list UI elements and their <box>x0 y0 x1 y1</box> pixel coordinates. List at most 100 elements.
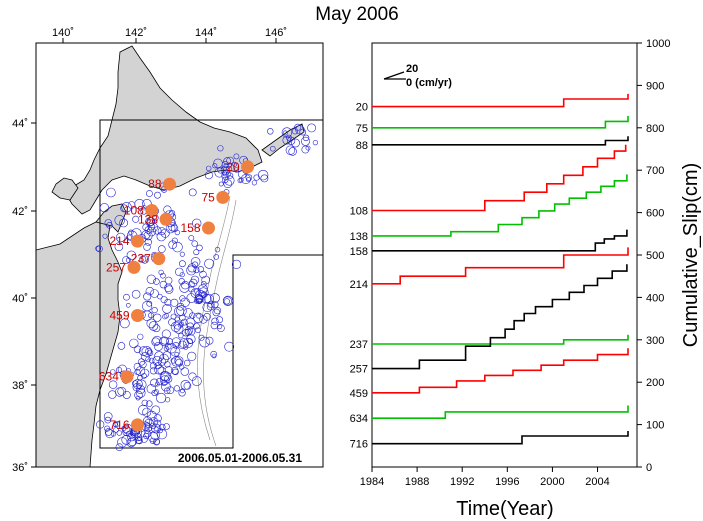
epicenter-mark <box>157 357 166 366</box>
y-tick-label: 200 <box>646 377 664 389</box>
epicenter-mark <box>191 240 198 247</box>
epicenter-mark <box>224 175 235 186</box>
epicenter-mark <box>148 222 158 233</box>
epicenter-mark <box>198 284 208 294</box>
legend-vector-icon <box>383 71 405 80</box>
epicenter-mark <box>201 275 210 285</box>
epicenter-mark <box>121 434 131 445</box>
x-tick-label: 2000 <box>540 476 564 488</box>
epicenter-mark <box>149 417 159 427</box>
event-label: 138 <box>138 212 158 226</box>
epicenter-mark <box>153 341 163 351</box>
epicenter-mark <box>213 254 219 260</box>
y-tick-label: 400 <box>646 292 664 304</box>
epicenter-mark <box>112 421 118 427</box>
epicenter-mark <box>137 375 143 381</box>
epicenter-mark <box>161 329 171 339</box>
epicenter-mark <box>295 125 305 135</box>
epicenter-mark <box>149 367 158 375</box>
epicenter-mark <box>164 374 173 383</box>
epicenter-mark <box>186 265 197 276</box>
epicenter-mark <box>127 201 136 209</box>
epicenter-mark <box>146 300 153 307</box>
epicenter-mark <box>140 255 149 264</box>
epicenter-mark <box>288 147 297 156</box>
series-line-634 <box>372 405 629 420</box>
epicenter-mark <box>156 378 164 386</box>
epicenter-mark <box>141 346 153 357</box>
epicenter-mark <box>165 337 173 345</box>
epicenter-mark <box>302 134 310 142</box>
event-marker <box>131 309 144 322</box>
epicenter-mark <box>146 217 156 226</box>
epicenter-mark <box>117 342 126 350</box>
epicenter-mark <box>144 428 150 434</box>
epicenter-mark <box>291 128 299 135</box>
hokkaido-land <box>65 45 263 215</box>
epicenter-mark <box>194 287 201 295</box>
epicenter-mark <box>197 266 205 273</box>
epicenter-mark <box>133 345 142 353</box>
y-tick-label: 500 <box>646 250 664 262</box>
epicenter-mark <box>141 399 149 407</box>
x-tick-label: 1988 <box>405 476 429 488</box>
lon-tick-label: 140˚ <box>52 27 74 39</box>
epicenter-mark <box>150 422 157 430</box>
epicenter-mark <box>187 263 197 273</box>
epicenter-mark <box>185 317 196 328</box>
event-label: 214 <box>109 234 129 248</box>
y-tick-label: 300 <box>646 335 664 347</box>
epicenter-mark <box>267 128 274 135</box>
epicenter-mark <box>126 438 136 448</box>
epicenter-mark <box>291 138 300 148</box>
series-label: 20 <box>356 102 368 114</box>
epicenter-mark <box>148 431 159 443</box>
epicenter-mark <box>145 356 151 363</box>
epicenter-mark <box>172 368 179 375</box>
epicenter-mark <box>134 433 143 442</box>
epicenter-mark <box>96 245 103 253</box>
lat-tick-label: 40˚ <box>12 293 28 305</box>
legend-bottom-label: 0 (cm/yr) <box>406 77 452 89</box>
epicenter-mark <box>177 322 183 328</box>
epicenter-mark <box>224 341 235 352</box>
lat-tick-label: 36˚ <box>12 462 28 474</box>
epicenter-mark <box>151 337 160 347</box>
epicenter-mark <box>159 371 170 381</box>
epicenter-mark <box>168 318 176 327</box>
x-tick-label: 1996 <box>495 476 519 488</box>
epicenter-mark <box>146 274 156 284</box>
epicenter-mark <box>140 368 150 378</box>
epicenter-mark <box>211 317 219 325</box>
epicenter-mark <box>205 336 214 345</box>
epicenter-mark <box>114 387 125 397</box>
epicenter-mark <box>225 171 231 177</box>
epicenter-mark <box>216 316 223 324</box>
epicenter-mark <box>148 321 159 331</box>
epicenter-mark <box>165 285 174 294</box>
epicenter-mark <box>210 321 219 330</box>
epicenter-mark <box>232 161 238 167</box>
epicenter-mark <box>251 180 257 186</box>
epicenter-mark <box>123 293 130 301</box>
epicenter-mark <box>213 307 222 315</box>
date-range: 2006.05.01-2006.05.31 <box>178 451 302 465</box>
epicenter-mark <box>179 295 186 302</box>
epicenter-mark <box>146 384 157 394</box>
x-ticks: 1984 1988 1992 1996 2000 2004 <box>360 467 610 488</box>
epicenter-mark <box>172 341 180 349</box>
epicenter-mark <box>134 390 143 400</box>
epicenter-mark <box>193 312 204 323</box>
y-tick-label: 100 <box>646 420 664 432</box>
epicenter-mark <box>199 336 210 348</box>
epicenter-mark <box>120 204 129 213</box>
epicenter-mark <box>206 165 212 172</box>
epicenter-mark <box>113 426 119 433</box>
epicenter-mark <box>179 314 186 322</box>
epicenter-mark <box>143 243 151 251</box>
epicenter-mark <box>116 430 123 436</box>
epicenter-mark <box>165 223 176 234</box>
epicenter-mark <box>217 323 223 330</box>
y-tick-label: 600 <box>646 208 664 220</box>
epicenter-mark <box>171 337 181 347</box>
